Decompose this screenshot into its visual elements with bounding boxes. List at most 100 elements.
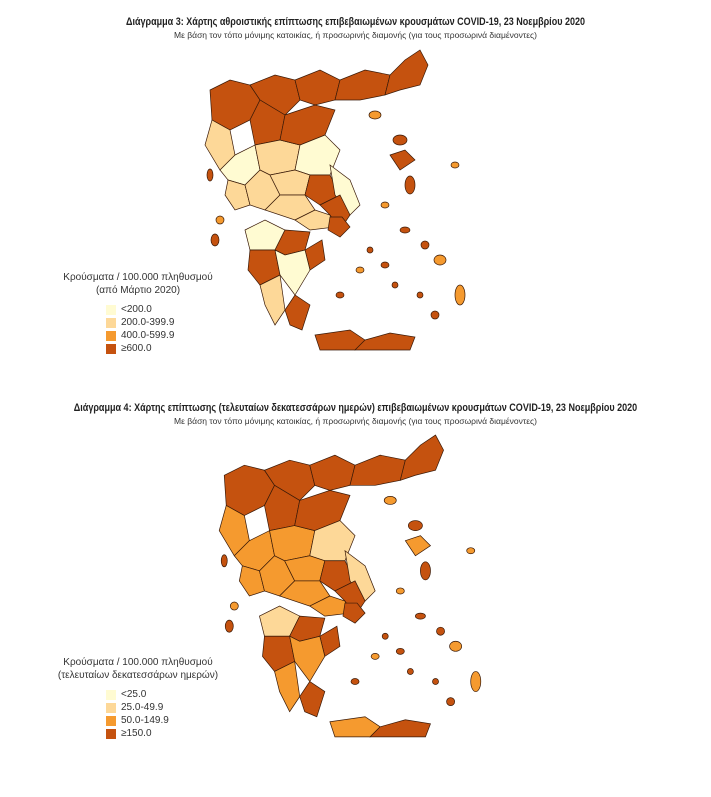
map2-subtitle: Με βάση τον τόπο μόνιμης κατοικίας, ή πρ… (174, 416, 537, 426)
legend-swatch (106, 689, 116, 700)
island (395, 647, 405, 655)
island (350, 678, 360, 685)
island (391, 281, 399, 289)
island (415, 612, 426, 620)
legend-item: 400.0-599.9 (106, 329, 228, 342)
region (369, 719, 431, 738)
legend-item: 50.0-149.9 (106, 714, 228, 727)
region (259, 274, 286, 326)
island (383, 496, 397, 505)
region (294, 69, 341, 106)
region (344, 549, 376, 602)
legend-swatch (106, 702, 116, 713)
island (430, 310, 440, 320)
island (220, 554, 228, 568)
region (399, 434, 444, 481)
region (254, 139, 301, 176)
region (389, 149, 416, 171)
island (420, 561, 431, 581)
legend-label: ≥150.0 (121, 728, 152, 739)
island (446, 697, 455, 707)
region (314, 329, 366, 351)
legend-label: <200.0 (121, 304, 152, 315)
island (433, 254, 447, 266)
island (380, 201, 390, 209)
island (335, 291, 345, 299)
island (380, 261, 390, 269)
legend-item: ≥600.0 (106, 342, 228, 355)
legend-label: 400.0-599.9 (121, 330, 175, 341)
island (206, 168, 214, 182)
island (395, 587, 405, 595)
island (470, 671, 482, 692)
island (224, 619, 234, 633)
island (454, 284, 466, 306)
legend-title: Κρούσματα / 100.000 πληθυσμού (63, 272, 213, 283)
island (416, 291, 424, 299)
island (450, 161, 460, 169)
legend-swatch (106, 343, 116, 354)
map1-greece-choropleth (204, 49, 466, 351)
region (327, 216, 351, 238)
island (229, 601, 239, 611)
island (404, 175, 416, 195)
legend-item: <25.0 (106, 688, 228, 701)
island (406, 668, 414, 675)
legend-swatch (106, 715, 116, 726)
legend-item: 200.0-399.9 (106, 316, 228, 329)
island (355, 266, 365, 274)
island (436, 626, 445, 636)
legend-subtitle: (τελευταίων δεκατεσσάρων ημερών) (57, 670, 219, 681)
legend-swatch (106, 317, 116, 328)
legend-label: <25.0 (121, 689, 147, 700)
island (210, 233, 220, 247)
island (381, 632, 389, 640)
legend-item: <200.0 (106, 303, 228, 316)
island (407, 520, 423, 531)
region (299, 681, 326, 718)
island (399, 226, 411, 234)
map2-title: Διάγραμμα 4: Χάρτης επίπτωσης (τελευταίω… (73, 402, 638, 414)
map1-legend: Κρούσματα / 100.000 πληθυσμού (από Μάρτι… (48, 271, 228, 355)
region (284, 294, 311, 331)
region (384, 49, 429, 96)
region (342, 602, 366, 624)
region (224, 179, 251, 211)
island (449, 640, 463, 652)
legend-swatch (106, 304, 116, 315)
map1-subtitle: Με βάση τον τόπο μόνιμης κατοικίας, ή πρ… (174, 30, 537, 40)
map1-title: Διάγραμμα 3: Χάρτης αθροιστικής επίπτωση… (125, 16, 586, 28)
island (215, 215, 225, 225)
island (370, 652, 380, 660)
legend-label: 200.0-399.9 (121, 317, 175, 328)
region (309, 454, 356, 491)
region (354, 332, 416, 351)
legend-items: <25.0 25.0-49.9 50.0-149.9 ≥150.0 (106, 688, 228, 740)
legend-label: 25.0-49.9 (121, 702, 164, 713)
region (329, 716, 381, 738)
island (420, 240, 430, 250)
legend-subtitle: (από Μάρτιο 2020) (95, 285, 181, 296)
map2-header: Διάγραμμα 4: Χάρτης επίπτωσης (τελευταίω… (0, 401, 711, 427)
region (329, 164, 361, 216)
legend-item: ≥150.0 (106, 727, 228, 740)
map2-greece-choropleth (218, 434, 482, 738)
region (274, 660, 301, 713)
region (349, 454, 406, 486)
island (366, 246, 374, 254)
island (368, 110, 382, 120)
legend-swatch (106, 330, 116, 341)
legend-label: ≥600.0 (121, 343, 152, 354)
legend-items: <200.0 200.0-399.9 400.0-599.9 ≥600.0 (106, 303, 228, 355)
region (269, 525, 316, 562)
legend-item: 25.0-49.9 (106, 701, 228, 714)
island (432, 678, 439, 685)
region (238, 565, 265, 597)
region (334, 69, 391, 101)
map1-header: Διάγραμμα 3: Χάρτης αθροιστικής επίπτωση… (0, 15, 711, 41)
legend-label: 50.0-149.9 (121, 715, 169, 726)
island (466, 547, 476, 555)
legend-swatch (106, 728, 116, 739)
region (404, 535, 432, 557)
map2-legend: Κρούσματα / 100.000 πληθυσμού (τελευταίω… (48, 656, 228, 740)
